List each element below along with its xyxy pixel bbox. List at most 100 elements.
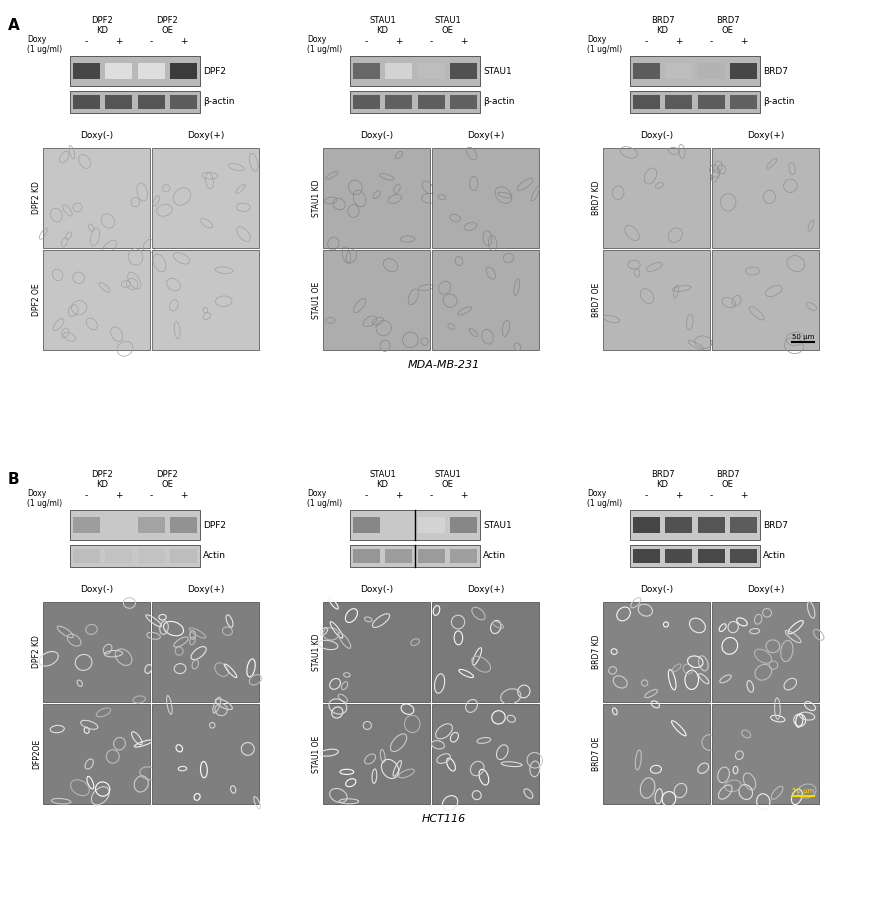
Bar <box>729 63 757 80</box>
Bar <box>417 95 445 109</box>
Text: +: + <box>674 37 681 46</box>
Bar <box>431 704 539 804</box>
Text: Doxy(+): Doxy(+) <box>187 585 224 594</box>
Text: +: + <box>180 491 187 500</box>
Bar <box>664 95 692 109</box>
Text: DPF2: DPF2 <box>203 521 226 530</box>
Text: β-actin: β-actin <box>203 98 234 106</box>
Text: +: + <box>115 491 122 500</box>
Bar <box>350 91 479 113</box>
Bar <box>602 602 709 702</box>
Bar <box>385 517 412 533</box>
Text: -: - <box>644 491 647 500</box>
Text: +: + <box>115 37 122 46</box>
Bar <box>170 517 198 533</box>
Text: STAU1 KD: STAU1 KD <box>312 179 321 217</box>
Bar <box>696 95 724 109</box>
Bar <box>353 63 379 80</box>
Text: BRD7 OE: BRD7 OE <box>591 737 601 771</box>
Text: Doxy
(1 ug/ml): Doxy (1 ug/ml) <box>27 35 62 54</box>
Text: Doxy(+): Doxy(+) <box>746 585 783 594</box>
Text: -: - <box>429 491 432 500</box>
Text: BRD7
KD: BRD7 KD <box>650 470 673 490</box>
Bar <box>729 517 757 533</box>
Bar <box>449 517 477 533</box>
Bar <box>350 56 479 86</box>
Text: Doxy
(1 ug/ml): Doxy (1 ug/ml) <box>307 35 342 54</box>
Bar <box>353 549 379 563</box>
Bar <box>70 510 199 540</box>
Bar <box>137 549 165 563</box>
Bar <box>170 549 198 563</box>
Text: -: - <box>644 37 647 46</box>
Text: DPF2: DPF2 <box>203 67 226 76</box>
Bar <box>431 148 539 248</box>
Bar <box>385 63 412 80</box>
Text: Doxy
(1 ug/ml): Doxy (1 ug/ml) <box>307 489 342 509</box>
Text: -: - <box>364 491 368 500</box>
Text: BRD7
KD: BRD7 KD <box>650 16 673 36</box>
Bar <box>105 549 132 563</box>
Text: -: - <box>364 37 368 46</box>
Text: STAU1
OE: STAU1 OE <box>433 470 461 490</box>
Text: DPF2
KD: DPF2 KD <box>91 470 113 490</box>
Bar <box>664 517 692 533</box>
Text: Doxy
(1 ug/ml): Doxy (1 ug/ml) <box>587 489 621 509</box>
Bar <box>629 545 759 567</box>
Text: B: B <box>8 472 19 487</box>
Text: 50 μm: 50 μm <box>791 788 813 794</box>
Bar <box>449 63 477 80</box>
Bar <box>137 95 165 109</box>
Bar <box>70 56 199 86</box>
Text: DPF2 KD: DPF2 KD <box>32 181 41 214</box>
Text: Doxy(-): Doxy(-) <box>639 585 672 594</box>
Text: BRD7 KD: BRD7 KD <box>591 181 601 215</box>
Bar <box>431 602 539 702</box>
Bar <box>696 549 724 563</box>
Text: -: - <box>150 37 152 46</box>
Bar <box>449 549 477 563</box>
Text: STAU1: STAU1 <box>483 67 511 76</box>
Bar <box>137 517 165 533</box>
Bar <box>170 63 198 80</box>
Text: STAU1
OE: STAU1 OE <box>433 16 461 36</box>
Bar <box>632 517 659 533</box>
Text: DFP2OE: DFP2OE <box>32 739 41 770</box>
Bar <box>73 63 100 80</box>
Text: HCT116: HCT116 <box>421 814 465 824</box>
Text: +: + <box>460 491 467 500</box>
Bar <box>323 704 430 804</box>
Bar <box>629 91 759 113</box>
Bar <box>632 95 659 109</box>
Text: Doxy(-): Doxy(-) <box>80 131 113 140</box>
Bar <box>711 602 818 702</box>
Bar <box>43 148 150 248</box>
Text: β-actin: β-actin <box>483 98 514 106</box>
Text: BRD7 OE: BRD7 OE <box>591 283 601 318</box>
Text: β-actin: β-actin <box>762 98 794 106</box>
Bar <box>73 549 100 563</box>
Text: Actin: Actin <box>762 552 785 561</box>
Bar <box>711 250 818 350</box>
Text: DPF2 OE: DPF2 OE <box>32 284 41 317</box>
Text: Doxy(-): Doxy(-) <box>360 585 392 594</box>
Bar <box>696 63 724 80</box>
Bar <box>105 517 132 533</box>
Text: STAU1 OE: STAU1 OE <box>312 282 321 318</box>
Text: Actin: Actin <box>483 552 505 561</box>
Bar <box>417 517 445 533</box>
Text: DPF2 KD: DPF2 KD <box>32 636 41 669</box>
Text: Doxy(+): Doxy(+) <box>466 585 503 594</box>
Text: STAU1
KD: STAU1 KD <box>369 470 395 490</box>
Text: -: - <box>709 37 712 46</box>
Bar <box>353 95 379 109</box>
Bar <box>729 549 757 563</box>
Bar <box>632 549 659 563</box>
Bar <box>105 95 132 109</box>
Text: +: + <box>460 37 467 46</box>
Bar <box>323 148 430 248</box>
Text: DPF2
OE: DPF2 OE <box>157 470 178 490</box>
Text: BRD7: BRD7 <box>762 67 787 76</box>
Bar <box>431 250 539 350</box>
Bar <box>602 250 709 350</box>
